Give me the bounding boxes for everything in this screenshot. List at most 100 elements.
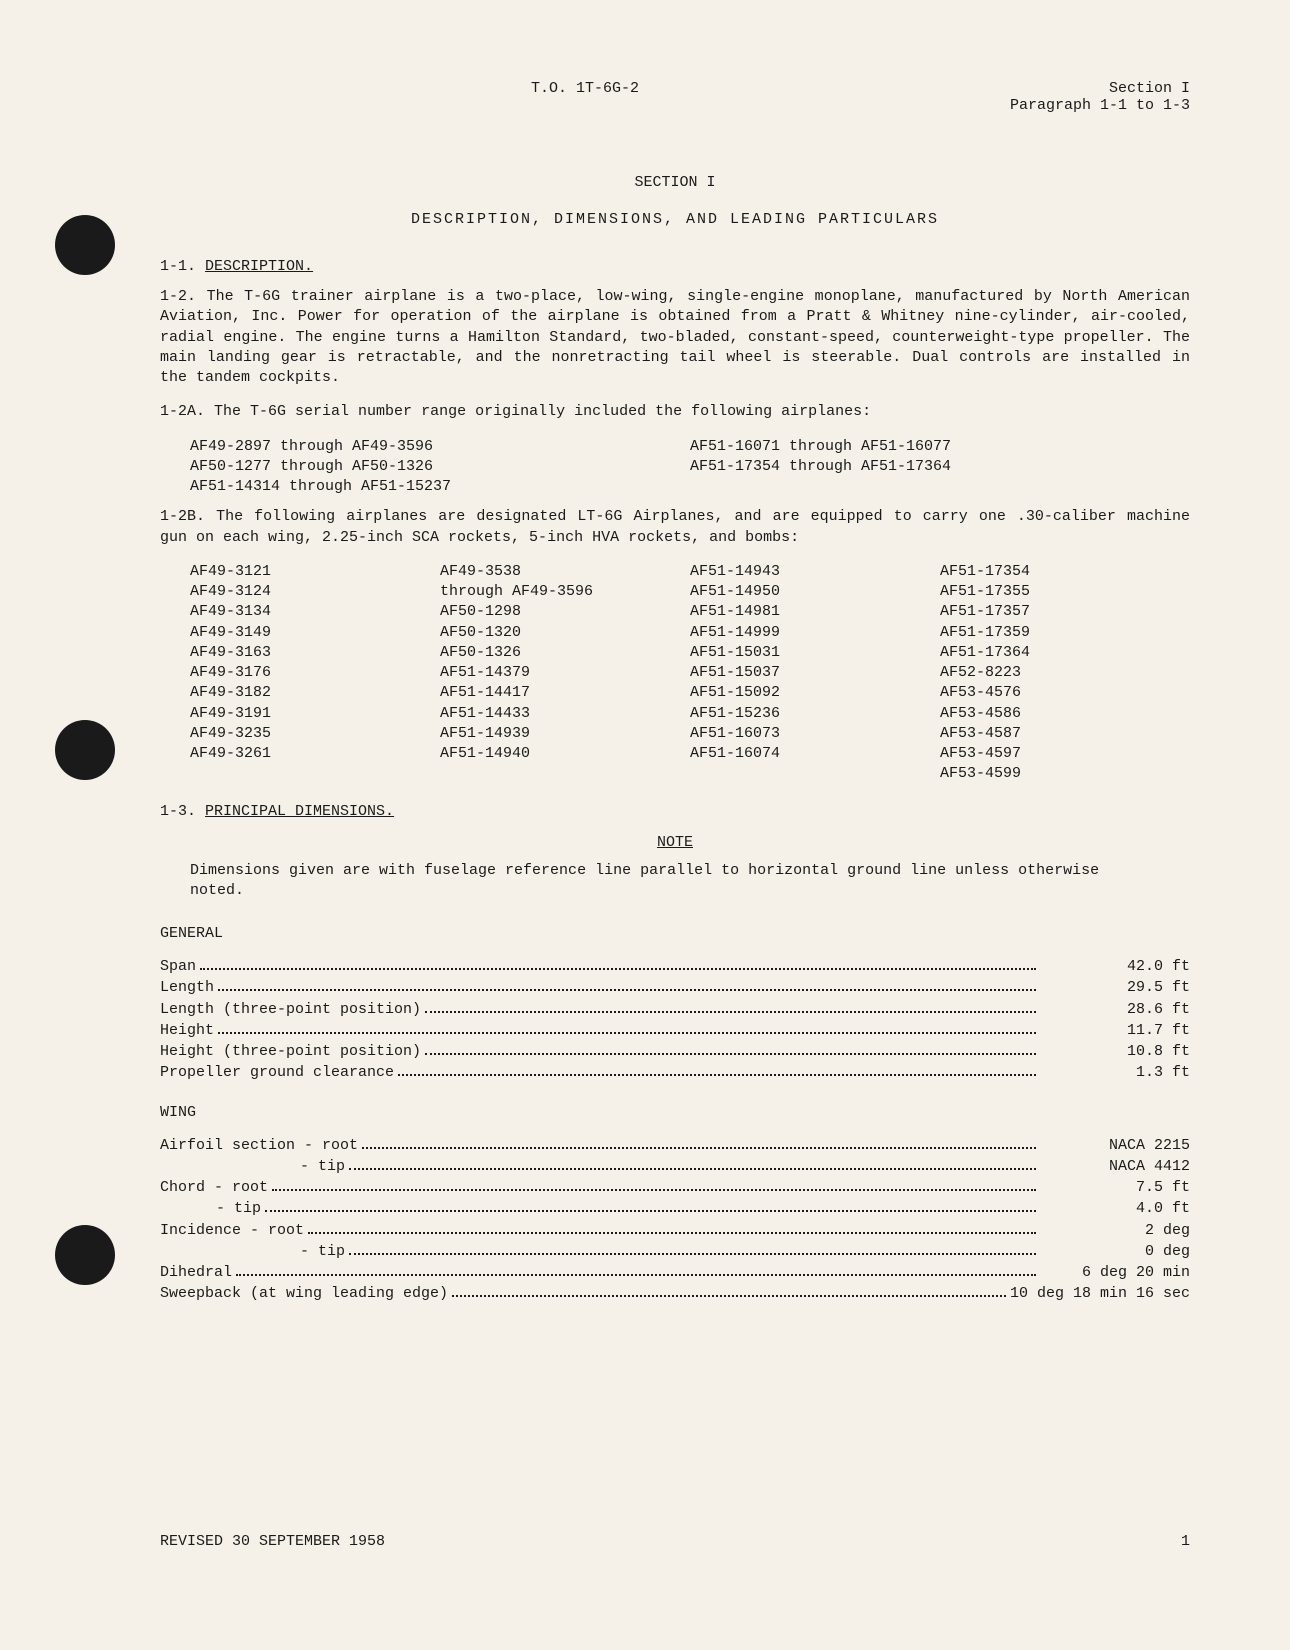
para-1-2B-label: 1-2B. bbox=[160, 508, 205, 525]
serial-number: AF50-1277 through AF50-1326 bbox=[190, 457, 690, 477]
serial-number: AF51-14943 bbox=[690, 562, 940, 582]
binder-hole bbox=[55, 215, 115, 275]
spec-label: Propeller ground clearance bbox=[160, 1063, 394, 1083]
spec-label: Length (three-point position) bbox=[160, 1000, 421, 1020]
serial-number: AF51-14950 bbox=[690, 582, 940, 602]
spec-value: 10 deg 18 min 16 sec bbox=[1010, 1284, 1190, 1304]
spec-value: NACA 2215 bbox=[1040, 1136, 1190, 1156]
note-title: NOTE bbox=[160, 834, 1190, 851]
leader-dots bbox=[200, 956, 1036, 970]
spec-line: - tip 0 deg bbox=[160, 1241, 1190, 1262]
serial-number: AF51-14981 bbox=[690, 602, 940, 622]
para-1-2B-text: The following airplanes are designated L… bbox=[160, 508, 1190, 545]
spec-value: 29.5 ft bbox=[1040, 978, 1190, 998]
para-1-1-heading: 1-1. DESCRIPTION. bbox=[160, 258, 1190, 275]
serial-number: AF51-15031 bbox=[690, 643, 940, 663]
spec-line: Chord - root 7.5 ft bbox=[160, 1177, 1190, 1198]
page-header: T.O. 1T-6G-2 Section I Paragraph 1-1 to … bbox=[160, 80, 1190, 114]
serial-number: AF49-3261 bbox=[190, 744, 440, 764]
section-subtitle: DESCRIPTION, DIMENSIONS, AND LEADING PAR… bbox=[160, 211, 1190, 228]
spec-label: Span bbox=[160, 957, 196, 977]
spec-heading-general: GENERAL bbox=[160, 925, 1190, 942]
spec-label: Height (three-point position) bbox=[160, 1042, 421, 1062]
serial-number: AF49-2897 through AF49-3596 bbox=[190, 437, 690, 457]
serial-number: AF51-16071 through AF51-16077 bbox=[690, 437, 1190, 457]
serial-number: through AF49-3596 bbox=[440, 582, 690, 602]
serial-number: AF51-14417 bbox=[440, 683, 690, 703]
spec-label: - tip bbox=[160, 1242, 345, 1262]
serial-number: AF51-17364 bbox=[940, 643, 1190, 663]
spec-value: 10.8 ft bbox=[1040, 1042, 1190, 1062]
binder-hole bbox=[55, 720, 115, 780]
serial-number: AF51-17354 bbox=[940, 562, 1190, 582]
serial-number: AF49-3124 bbox=[190, 582, 440, 602]
spec-line: - tip 4.0 ft bbox=[160, 1198, 1190, 1219]
leader-dots bbox=[308, 1220, 1036, 1234]
page-footer: REVISED 30 SEPTEMBER 1958 1 bbox=[160, 1533, 1190, 1550]
spec-label: Height bbox=[160, 1021, 214, 1041]
leader-dots bbox=[425, 999, 1036, 1013]
para-1-2B: 1-2B. The following airplanes are design… bbox=[160, 507, 1190, 548]
header-right: Section I Paragraph 1-1 to 1-3 bbox=[1010, 80, 1190, 114]
serial-number: AF53-4597 bbox=[940, 744, 1190, 764]
serial-number: AF49-3538 bbox=[440, 562, 690, 582]
doc-id: T.O. 1T-6G-2 bbox=[160, 80, 1010, 114]
para-1-3-num: 1-3. bbox=[160, 803, 196, 820]
serial-number: AF49-3191 bbox=[190, 704, 440, 724]
spec-label: Sweepback (at wing leading edge) bbox=[160, 1284, 448, 1304]
serial-number: AF52-8223 bbox=[940, 663, 1190, 683]
binder-hole bbox=[55, 1225, 115, 1285]
spec-label: Chord - root bbox=[160, 1178, 268, 1198]
leader-dots bbox=[349, 1156, 1036, 1170]
serial-number: AF51-17355 bbox=[940, 582, 1190, 602]
para-1-2A-label: 1-2A. bbox=[160, 403, 205, 420]
spec-value: 0 deg bbox=[1040, 1242, 1190, 1262]
spec-label: - tip bbox=[160, 1199, 261, 1219]
spec-heading-wing: WING bbox=[160, 1104, 1190, 1121]
serial-number: AF51-14999 bbox=[690, 623, 940, 643]
serial-number: AF51-14433 bbox=[440, 704, 690, 724]
spec-line: Height 11.7 ft bbox=[160, 1020, 1190, 1041]
para-1-3-text: PRINCIPAL DIMENSIONS. bbox=[205, 803, 394, 820]
page: T.O. 1T-6G-2 Section I Paragraph 1-1 to … bbox=[0, 0, 1290, 1345]
serial-range-1-2B: AF49-3121AF49-3124AF49-3134AF49-3149AF49… bbox=[190, 562, 1190, 785]
spec-line: Length (three-point position) 28.6 ft bbox=[160, 999, 1190, 1020]
serial-col: AF49-2897 through AF49-3596AF50-1277 thr… bbox=[190, 437, 690, 498]
spec-line: Propeller ground clearance 1.3 ft bbox=[160, 1062, 1190, 1083]
serial-number: AF50-1326 bbox=[440, 643, 690, 663]
para-1-2A-text: The T-6G serial number range originally … bbox=[214, 403, 871, 420]
serial-number: AF51-17359 bbox=[940, 623, 1190, 643]
serial-number: AF51-17357 bbox=[940, 602, 1190, 622]
serial-number: AF49-3134 bbox=[190, 602, 440, 622]
spec-value: NACA 4412 bbox=[1040, 1157, 1190, 1177]
serial-number: AF51-15037 bbox=[690, 663, 940, 683]
spec-line: Height (three-point position) 10.8 ft bbox=[160, 1041, 1190, 1062]
serial-number: AF49-3176 bbox=[190, 663, 440, 683]
leader-dots bbox=[265, 1198, 1036, 1212]
serial-number: AF50-1320 bbox=[440, 623, 690, 643]
spec-line: Dihedral 6 deg 20 min bbox=[160, 1262, 1190, 1283]
leader-dots bbox=[425, 1041, 1036, 1055]
leader-dots bbox=[236, 1262, 1036, 1276]
spec-line: Airfoil section - root NACA 2215 bbox=[160, 1135, 1190, 1156]
spec-label: Incidence - root bbox=[160, 1221, 304, 1241]
serial-number: AF53-4587 bbox=[940, 724, 1190, 744]
spec-line: - tip NACA 4412 bbox=[160, 1156, 1190, 1177]
serial-number: AF53-4576 bbox=[940, 683, 1190, 703]
para-1-1-text: DESCRIPTION. bbox=[205, 258, 313, 275]
para-1-2: 1-2. The T-6G trainer airplane is a two-… bbox=[160, 287, 1190, 388]
para-1-2-text: The T-6G trainer airplane is a two-place… bbox=[160, 288, 1190, 386]
spec-label: Dihedral bbox=[160, 1263, 232, 1283]
serial-number: AF51-15236 bbox=[690, 704, 940, 724]
serial-number: AF49-3121 bbox=[190, 562, 440, 582]
leader-dots bbox=[362, 1135, 1036, 1149]
leader-dots bbox=[349, 1241, 1036, 1255]
spec-line: Span 42.0 ft bbox=[160, 956, 1190, 977]
spec-line: Sweepback (at wing leading edge) 10 deg … bbox=[160, 1283, 1190, 1304]
serial-number: AF49-3163 bbox=[190, 643, 440, 663]
serial-number: AF50-1298 bbox=[440, 602, 690, 622]
para-1-3-heading: 1-3. PRINCIPAL DIMENSIONS. bbox=[160, 803, 1190, 820]
serial-number: AF51-14940 bbox=[440, 744, 690, 764]
serial-number: AF51-17354 through AF51-17364 bbox=[690, 457, 1190, 477]
para-1-2-label: 1-2. bbox=[160, 288, 196, 305]
